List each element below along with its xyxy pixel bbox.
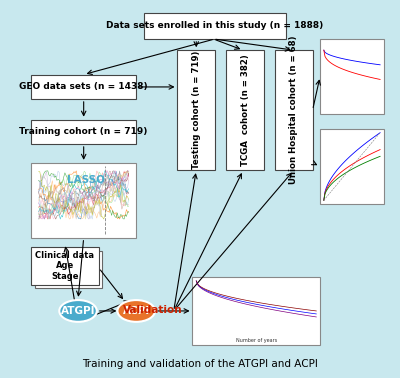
FancyBboxPatch shape (192, 277, 320, 345)
FancyBboxPatch shape (31, 119, 136, 144)
Text: Union Hospital cohort (n = 68): Union Hospital cohort (n = 68) (289, 36, 298, 184)
Text: Number of years: Number of years (236, 338, 277, 343)
FancyBboxPatch shape (226, 50, 264, 170)
Text: ACPI: ACPI (123, 306, 150, 316)
FancyBboxPatch shape (31, 163, 136, 238)
Text: TCGA  cohort (n = 382): TCGA cohort (n = 382) (240, 54, 250, 166)
Text: Clinical data
Age
Stage: Clinical data Age Stage (36, 251, 94, 281)
Text: Data sets enrolled in this study (n = 1888): Data sets enrolled in this study (n = 18… (106, 21, 324, 30)
FancyBboxPatch shape (31, 247, 99, 285)
Ellipse shape (59, 300, 97, 322)
FancyBboxPatch shape (178, 50, 215, 170)
Text: Validation: Validation (123, 305, 183, 315)
Text: Testing cohort (n = 719): Testing cohort (n = 719) (192, 51, 201, 169)
Text: Training cohort (n = 719): Training cohort (n = 719) (20, 127, 148, 136)
Text: Training and validation of the ATGPI and ACPI: Training and validation of the ATGPI and… (82, 359, 318, 369)
FancyBboxPatch shape (320, 129, 384, 204)
FancyBboxPatch shape (144, 12, 286, 39)
Text: ATGPI: ATGPI (61, 306, 95, 316)
FancyBboxPatch shape (320, 39, 384, 114)
FancyBboxPatch shape (35, 251, 102, 288)
FancyBboxPatch shape (31, 74, 136, 99)
Text: LASSO: LASSO (67, 175, 104, 184)
Text: GEO data sets (n = 1438): GEO data sets (n = 1438) (19, 82, 148, 91)
FancyBboxPatch shape (275, 50, 312, 170)
Ellipse shape (118, 300, 155, 322)
